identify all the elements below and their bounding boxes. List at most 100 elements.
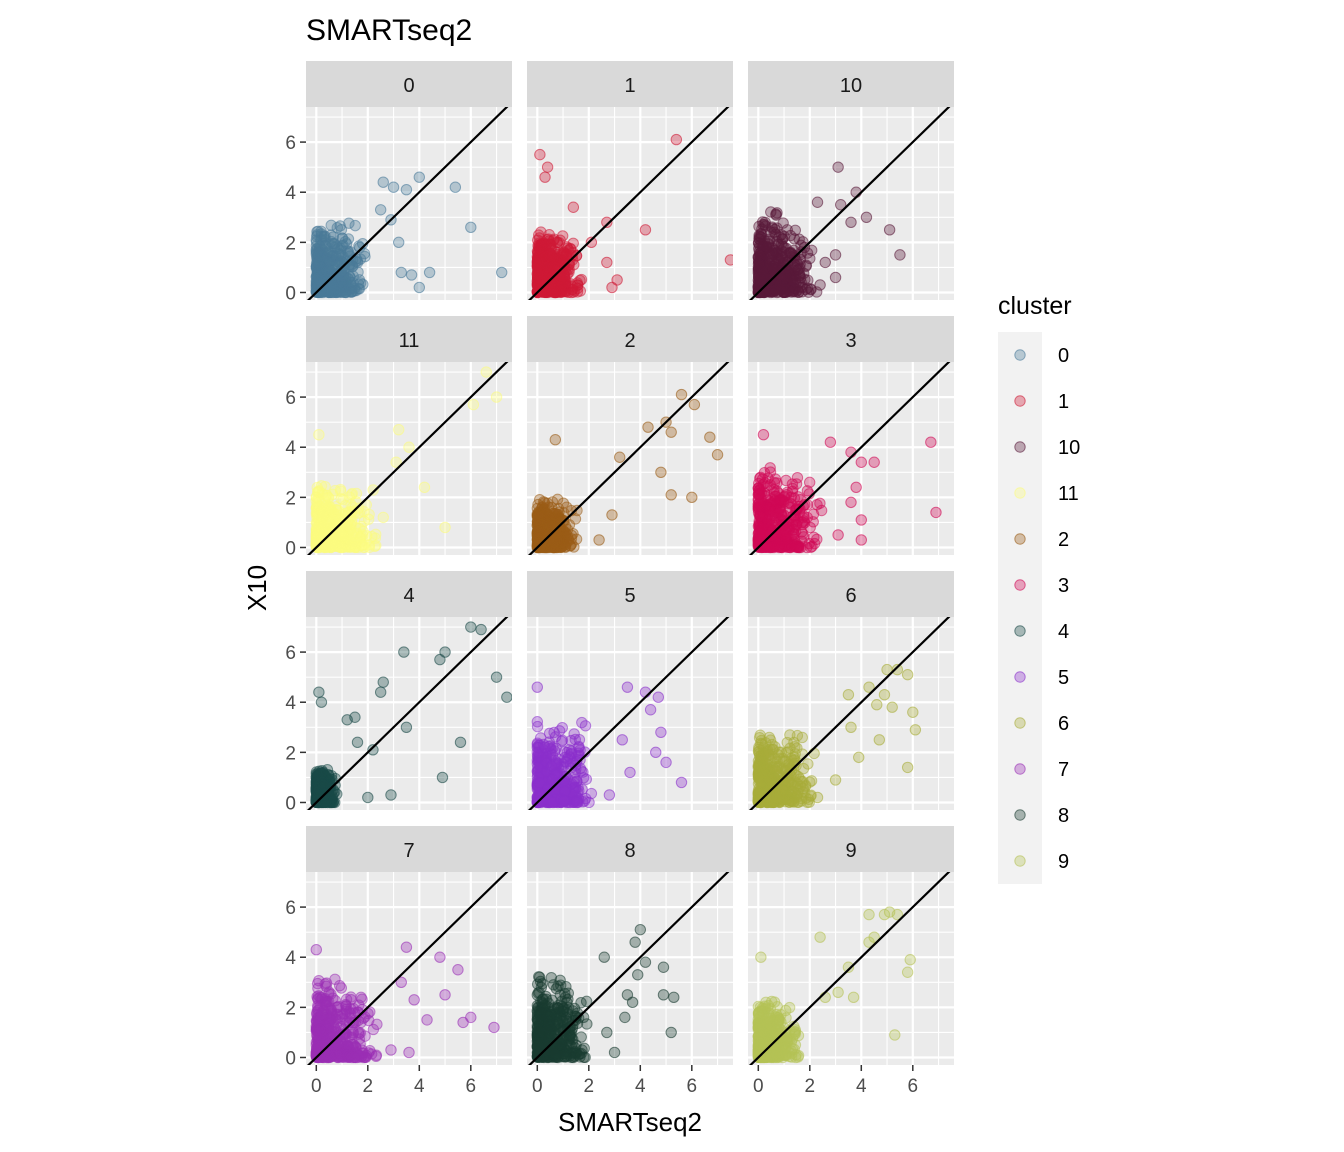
data-point bbox=[490, 671, 503, 683]
data-point bbox=[342, 533, 354, 545]
y-tick-label: 4 bbox=[285, 693, 296, 714]
data-point bbox=[324, 1002, 336, 1014]
data-point bbox=[398, 646, 410, 658]
data-point bbox=[776, 251, 789, 264]
data-point bbox=[533, 777, 546, 789]
data-point bbox=[340, 1005, 353, 1018]
data-point bbox=[576, 716, 588, 729]
x-tick-label: 6 bbox=[466, 1076, 477, 1097]
data-point bbox=[784, 742, 796, 754]
data-point bbox=[316, 504, 329, 517]
data-point bbox=[616, 734, 628, 746]
data-point bbox=[319, 978, 331, 990]
data-point bbox=[327, 280, 339, 293]
data-point bbox=[853, 751, 865, 764]
data-point bbox=[565, 747, 578, 759]
data-point bbox=[711, 449, 724, 461]
data-point bbox=[832, 529, 844, 541]
data-point bbox=[335, 244, 347, 257]
identity-line bbox=[748, 107, 951, 300]
data-point bbox=[413, 171, 425, 183]
data-point bbox=[855, 456, 867, 468]
data-point bbox=[845, 496, 857, 509]
identity-line bbox=[527, 107, 730, 300]
facet-label: 2 bbox=[624, 330, 635, 352]
y-tick-label: 2 bbox=[285, 998, 296, 1019]
data-point bbox=[408, 994, 420, 1006]
data-point bbox=[374, 686, 387, 698]
facet-label: 10 bbox=[840, 75, 862, 97]
data-point bbox=[842, 689, 855, 701]
data-point bbox=[400, 721, 413, 733]
data-point bbox=[791, 471, 804, 484]
data-point bbox=[370, 1049, 383, 1061]
data-point bbox=[547, 286, 559, 299]
data-point bbox=[543, 727, 556, 740]
data-point bbox=[467, 398, 480, 411]
data-point bbox=[564, 242, 577, 255]
data-point bbox=[601, 216, 613, 228]
data-point bbox=[353, 1049, 366, 1061]
data-point bbox=[475, 623, 487, 636]
data-point bbox=[925, 436, 937, 448]
data-point bbox=[760, 240, 773, 252]
y-tick-label: 0 bbox=[285, 1048, 296, 1069]
data-point bbox=[688, 398, 701, 411]
y-tick-label: 4 bbox=[285, 948, 296, 969]
data-point bbox=[434, 653, 446, 666]
data-point bbox=[585, 236, 598, 249]
data-point bbox=[574, 274, 586, 287]
data-point bbox=[801, 511, 813, 524]
data-point bbox=[855, 534, 867, 546]
data-point bbox=[772, 539, 785, 551]
data-point bbox=[855, 514, 867, 526]
data-point bbox=[385, 1044, 397, 1056]
data-point bbox=[323, 1016, 335, 1029]
y-tick-label: 2 bbox=[285, 743, 296, 764]
data-point bbox=[400, 184, 413, 196]
data-point bbox=[765, 250, 777, 263]
data-point bbox=[390, 456, 402, 468]
data-point bbox=[362, 791, 374, 804]
data-point bbox=[624, 766, 636, 779]
data-point bbox=[655, 466, 667, 478]
data-point bbox=[439, 521, 451, 534]
data-point bbox=[413, 281, 425, 294]
data-point bbox=[567, 201, 580, 213]
y-tick-label: 6 bbox=[285, 643, 296, 664]
data-point bbox=[310, 270, 323, 283]
data-point bbox=[606, 509, 618, 521]
data-point bbox=[367, 484, 379, 496]
data-point bbox=[860, 211, 873, 223]
data-point bbox=[724, 254, 733, 266]
data-point bbox=[802, 758, 814, 770]
data-point bbox=[611, 274, 623, 286]
data-point bbox=[353, 1028, 365, 1040]
data-point bbox=[355, 991, 367, 1003]
data-point bbox=[337, 493, 349, 506]
data-point bbox=[418, 481, 431, 494]
y-tick-label: 6 bbox=[285, 388, 296, 409]
data-point bbox=[571, 796, 583, 809]
data-point bbox=[569, 513, 582, 525]
data-point bbox=[549, 434, 562, 446]
data-point bbox=[814, 497, 826, 509]
data-point bbox=[333, 979, 346, 992]
data-point bbox=[403, 441, 415, 453]
data-point bbox=[465, 221, 477, 234]
data-point bbox=[496, 266, 508, 279]
data-point bbox=[533, 229, 545, 241]
data-point bbox=[774, 278, 786, 291]
data-point bbox=[393, 236, 405, 249]
data-point bbox=[423, 266, 436, 279]
data-point bbox=[312, 272, 324, 285]
data-point bbox=[753, 231, 766, 243]
facet-panel-2: 2 bbox=[527, 316, 733, 555]
data-point bbox=[603, 789, 616, 801]
data-point bbox=[535, 795, 547, 807]
data-point bbox=[454, 736, 467, 749]
data-point bbox=[421, 1014, 433, 1026]
y-tick-label: 0 bbox=[285, 283, 296, 304]
data-point bbox=[755, 286, 768, 298]
data-point bbox=[322, 246, 334, 258]
